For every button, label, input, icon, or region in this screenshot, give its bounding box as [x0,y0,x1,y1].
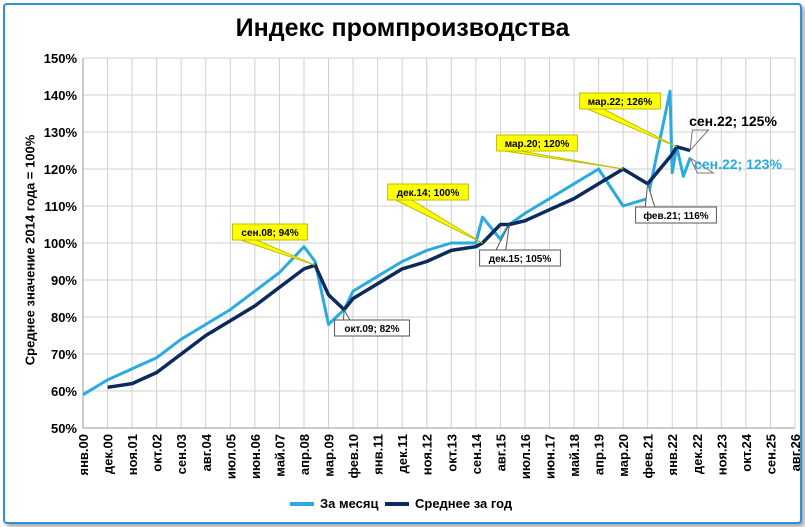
callout-label: сен.22; 123% [694,156,782,172]
legend-swatch-average [385,501,409,506]
x-tick-label: авг.26 [788,434,803,471]
callout-pointer [504,150,624,170]
chart-title: Индекс промпроизводства [235,14,570,42]
callout-box [334,319,410,337]
callouts-group: сен.08; 94% окт.09; 82% дек.14; 100% дек.15… [232,92,782,337]
x-tick-label: мар.09 [322,434,337,477]
x-tick-label: авг.04 [199,433,214,471]
callout-label: дек.14; 100% [397,188,460,199]
x-tick-label: окт.02 [150,434,165,472]
y-tick-label: 90% [51,273,77,288]
callout-label: дек.15; 105% [489,254,552,265]
y-tick-label: 80% [51,310,77,325]
x-tick-label: июл.16 [518,434,533,479]
callout-label: сен.08; 94% [241,228,298,239]
callout-label: фев.21; 116% [643,210,708,222]
x-tick-label: авг.15 [493,434,508,471]
legend-swatch-monthly [290,501,314,506]
x-tick-label: ноя.01 [125,434,140,475]
callout-box [635,206,717,224]
x-tick-label: дек.11 [395,434,410,473]
callout-label: мар.22; 126% [588,97,653,108]
callout-box [232,223,308,241]
y-tick-labels: 50% 60% 70% 80% 90% 100% 110% 120% 130% 140% 150% [44,51,78,436]
x-tick-label: дек.22 [690,434,705,474]
x-tick-label: апр.19 [592,434,607,475]
y-tick-label: 130% [44,125,78,140]
x-tick-label: ноя.23 [714,434,729,475]
x-tick-label: фев.21 [641,434,656,479]
callout-box [387,183,469,201]
callout-label: окт.09; 82% [344,324,399,335]
callout-label: мар.20; 120% [505,139,570,150]
y-tick-label: 120% [44,162,78,177]
series-line-monthly [82,89,692,396]
callout-pointer [689,129,710,153]
legend-label-monthly: За месяц [320,496,379,511]
x-tick-label: июл.05 [223,434,238,479]
x-tick-label: фев.10 [346,434,361,479]
x-tick-label: окт.24 [739,433,754,472]
x-tick-label: сен.14 [469,433,484,474]
y-tick-label: 60% [51,384,77,399]
callout-box [579,92,661,110]
x-tick-labels: янв.00 дек.00 ноя.01 окт.02 сен.03 авг.04 июл.… [76,433,803,479]
y-tick-label: 50% [51,421,77,436]
callout-label: сен.22; 125% [689,113,777,129]
x-tick-label: янв.00 [76,434,91,476]
callout-box [496,134,578,152]
y-tick-label: 70% [51,347,77,362]
x-tick-label: июн.17 [542,434,557,479]
callout-box [479,249,561,267]
legend: За месяц Среднее за год [0,496,805,520]
x-tick-label: май.07 [272,434,287,477]
y-tick-label: 140% [44,88,78,103]
legend-item-monthly: За месяц [290,496,378,511]
x-tick-label: апр.08 [297,434,312,475]
x-tick-label: ноя.12 [420,434,435,475]
x-tick-label: июн.06 [248,434,263,479]
legend-item-average: Среднее за год [385,496,512,511]
x-tick-label: окт.13 [444,434,459,472]
y-tick-label: 100% [44,236,78,251]
grid-lines [82,57,796,429]
y-tick-label: 110% [44,199,77,214]
x-tick-label: сен.03 [174,434,189,474]
callout-pointer [688,156,716,174]
series-group [82,89,692,396]
x-tick-label: янв.22 [665,434,680,476]
x-tick-label: мар.20 [616,434,631,477]
legend-label-average: Среднее за год [415,496,513,511]
x-tick-label: янв.11 [371,434,386,475]
x-tick-label: сен.25 [763,434,778,474]
x-tick-label: дек.00 [101,434,116,474]
x-tick-label: май.18 [567,434,582,477]
series-line-average [107,145,691,390]
y-tick-label: 150% [44,51,78,66]
